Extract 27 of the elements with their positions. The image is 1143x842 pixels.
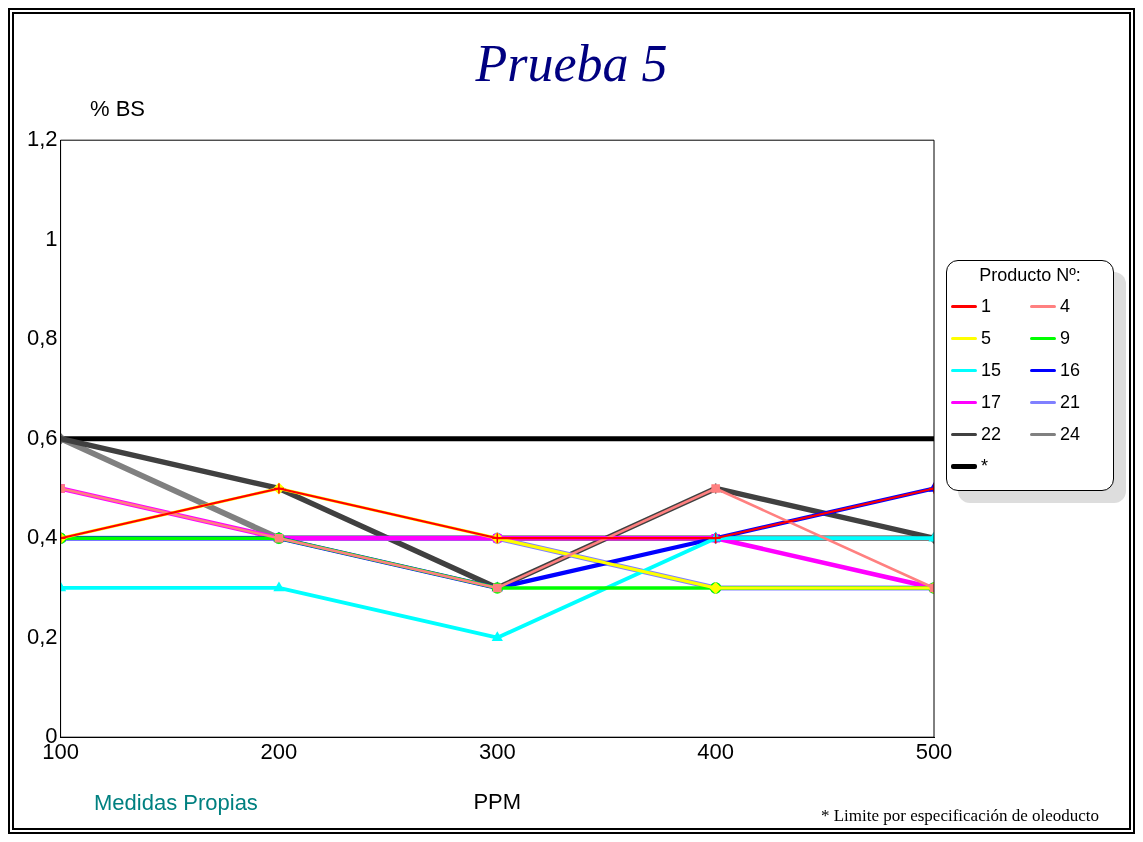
y-tick-label: 1,2 — [26, 126, 58, 152]
x-tick-label: 300 — [478, 739, 516, 765]
text: Medidas Propias — [94, 790, 258, 816]
y-tick-label: 1 — [45, 225, 58, 251]
legend-title: Producto Nº: — [978, 265, 1082, 286]
x-axis-title: PPM — [473, 788, 522, 814]
text: * Limite por especificación de oleoducto — [820, 806, 1099, 826]
y-tick-label: 0,8 — [26, 325, 58, 351]
y-tick-label: 0,4 — [26, 524, 58, 550]
legend-label: 4 — [1060, 295, 1071, 317]
legend-label: 21 — [1060, 391, 1081, 413]
x-tick-label: 200 — [260, 739, 298, 765]
legend-label: * — [981, 455, 989, 477]
y-tick-label: 0,2 — [26, 623, 58, 649]
y-tick-label: 0,6 — [26, 424, 58, 450]
x-tick-label: 400 — [697, 739, 735, 765]
legend-label: 9 — [1060, 327, 1071, 349]
y-axis-title: % BS — [90, 96, 146, 122]
legend-label: 15 — [981, 359, 1002, 381]
legend-label: 16 — [1060, 359, 1081, 381]
chart-title: Prueba 5 — [474, 34, 669, 93]
legend-label: 22 — [981, 423, 1002, 445]
legend-label: 1 — [981, 295, 992, 317]
legend-label: 17 — [981, 391, 1002, 413]
legend-label: 24 — [1060, 423, 1081, 445]
x-tick-label: 500 — [915, 739, 953, 765]
legend-label: 5 — [981, 327, 992, 349]
